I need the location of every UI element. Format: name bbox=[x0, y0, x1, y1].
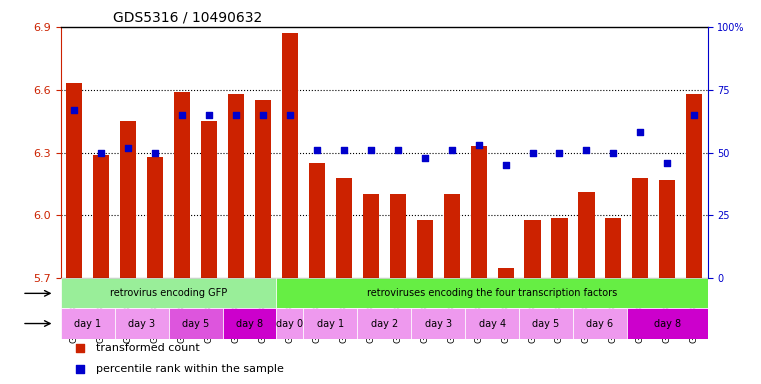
Bar bbox=[686, 94, 702, 278]
Bar bbox=[659, 180, 676, 278]
Point bbox=[176, 112, 188, 118]
Bar bbox=[282, 33, 298, 278]
Bar bbox=[228, 94, 244, 278]
Bar bbox=[390, 194, 406, 278]
Text: day 6: day 6 bbox=[587, 318, 613, 329]
Point bbox=[95, 149, 107, 156]
Bar bbox=[255, 100, 271, 278]
Text: GDS5316 / 10490632: GDS5316 / 10490632 bbox=[113, 10, 262, 24]
Point bbox=[310, 147, 323, 153]
Bar bbox=[578, 192, 594, 278]
Point bbox=[203, 112, 215, 118]
Text: transformed count: transformed count bbox=[97, 343, 200, 353]
Bar bbox=[605, 217, 622, 278]
FancyBboxPatch shape bbox=[169, 308, 222, 339]
Bar bbox=[66, 83, 82, 278]
Point bbox=[338, 147, 350, 153]
Point bbox=[284, 112, 296, 118]
FancyBboxPatch shape bbox=[222, 308, 276, 339]
FancyBboxPatch shape bbox=[627, 308, 708, 339]
Bar bbox=[470, 146, 487, 278]
FancyBboxPatch shape bbox=[115, 308, 169, 339]
Text: day 0: day 0 bbox=[276, 318, 304, 329]
Text: day 4: day 4 bbox=[479, 318, 505, 329]
Point bbox=[661, 160, 673, 166]
Bar bbox=[309, 163, 325, 278]
Point bbox=[499, 162, 511, 168]
FancyBboxPatch shape bbox=[61, 308, 115, 339]
Text: day 5: day 5 bbox=[533, 318, 559, 329]
Point bbox=[365, 147, 377, 153]
Bar bbox=[632, 178, 648, 278]
Point bbox=[473, 142, 485, 148]
Point bbox=[230, 112, 242, 118]
Text: day 2: day 2 bbox=[371, 318, 398, 329]
Point bbox=[392, 147, 404, 153]
FancyBboxPatch shape bbox=[61, 278, 276, 308]
Bar bbox=[93, 155, 110, 278]
Text: day 8: day 8 bbox=[236, 318, 263, 329]
Bar bbox=[147, 157, 164, 278]
Point bbox=[607, 149, 619, 156]
Text: retrovirus encoding GFP: retrovirus encoding GFP bbox=[110, 288, 228, 298]
Text: day 5: day 5 bbox=[182, 318, 209, 329]
FancyBboxPatch shape bbox=[573, 308, 627, 339]
Bar bbox=[120, 121, 136, 278]
Point bbox=[149, 149, 161, 156]
Bar bbox=[524, 220, 540, 278]
Text: day 3: day 3 bbox=[128, 318, 155, 329]
Point bbox=[634, 129, 646, 136]
FancyBboxPatch shape bbox=[304, 308, 358, 339]
Point bbox=[555, 97, 567, 103]
Point bbox=[257, 112, 269, 118]
Point bbox=[581, 147, 593, 153]
Bar bbox=[201, 121, 217, 278]
Text: day 1: day 1 bbox=[75, 318, 101, 329]
Bar bbox=[552, 217, 568, 278]
Bar bbox=[363, 194, 379, 278]
FancyBboxPatch shape bbox=[411, 308, 465, 339]
FancyBboxPatch shape bbox=[519, 308, 573, 339]
Point bbox=[553, 149, 565, 156]
FancyBboxPatch shape bbox=[358, 308, 411, 339]
Bar bbox=[336, 178, 352, 278]
Text: retroviruses encoding the four transcription factors: retroviruses encoding the four transcrip… bbox=[367, 288, 617, 298]
Point bbox=[68, 107, 81, 113]
Point bbox=[419, 154, 431, 161]
Point bbox=[527, 149, 539, 156]
Bar bbox=[174, 92, 190, 278]
Point bbox=[446, 147, 458, 153]
FancyBboxPatch shape bbox=[276, 278, 708, 308]
Point bbox=[555, 286, 567, 292]
FancyBboxPatch shape bbox=[465, 308, 519, 339]
Bar bbox=[417, 220, 433, 278]
Text: day 1: day 1 bbox=[317, 318, 344, 329]
FancyBboxPatch shape bbox=[276, 308, 304, 339]
Bar bbox=[444, 194, 460, 278]
Text: percentile rank within the sample: percentile rank within the sample bbox=[97, 364, 285, 374]
Point bbox=[688, 112, 700, 118]
Text: day 8: day 8 bbox=[654, 318, 681, 329]
Point bbox=[123, 144, 135, 151]
Text: day 3: day 3 bbox=[425, 318, 452, 329]
Bar bbox=[498, 268, 514, 278]
